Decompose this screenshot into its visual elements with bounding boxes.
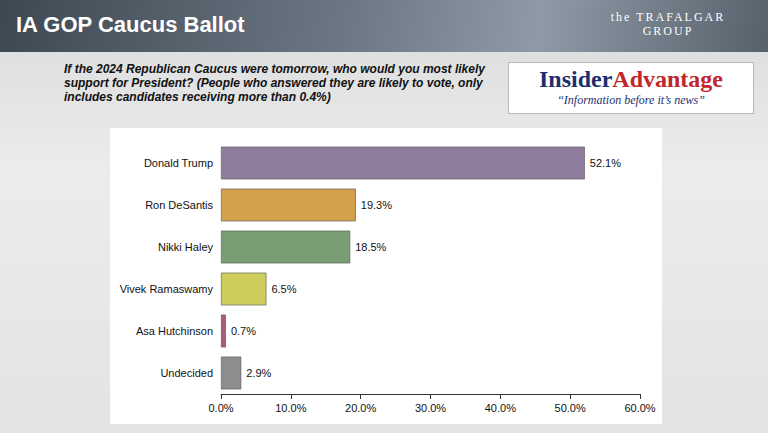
svg-text:Undecided: Undecided bbox=[160, 367, 213, 379]
html-text:IA GOP Caucus Ballot: IA GOP Caucus Ballot bbox=[16, 12, 245, 37]
svg-text:Ron DeSantis: Ron DeSantis bbox=[145, 199, 213, 211]
svg-text:2.9%: 2.9% bbox=[246, 367, 271, 379]
svg-text:20.0%: 20.0% bbox=[345, 402, 376, 414]
svg-text:50.0%: 50.0% bbox=[555, 402, 586, 414]
svg-text:6.5%: 6.5% bbox=[271, 283, 296, 295]
html-text:the TRAFALGAR GROUP: the TRAFALGAR GROUP bbox=[610, 10, 726, 38]
svg-text:Donald Trump: Donald Trump bbox=[144, 157, 213, 169]
svg-text:52.1%: 52.1% bbox=[590, 157, 621, 169]
svg-text:10.0%: 10.0% bbox=[275, 402, 306, 414]
svg-text:60.0%: 60.0% bbox=[624, 402, 655, 414]
svg-text:19.3%: 19.3% bbox=[361, 199, 392, 211]
html-text:Insider Advantage: Insider Advantage bbox=[539, 66, 723, 92]
svg-text:Asa Hutchinson: Asa Hutchinson bbox=[136, 325, 213, 337]
svg-text:40.0%: 40.0% bbox=[485, 402, 516, 414]
svg-text:18.5%: 18.5% bbox=[355, 241, 386, 253]
html-text:“Information before it’s news”: “Information before it’s news” bbox=[557, 93, 705, 107]
svg-text:Vivek Ramaswamy: Vivek Ramaswamy bbox=[120, 283, 214, 295]
html-text:If the 2024 Republican Caucus: If the 2024 Republican Caucus were tomor… bbox=[64, 62, 485, 104]
svg-text:0.7%: 0.7% bbox=[231, 325, 256, 337]
svg-text:30.0%: 30.0% bbox=[415, 402, 446, 414]
svg-text:0.0%: 0.0% bbox=[208, 402, 233, 414]
svg-text:Nikki Haley: Nikki Haley bbox=[158, 241, 214, 253]
